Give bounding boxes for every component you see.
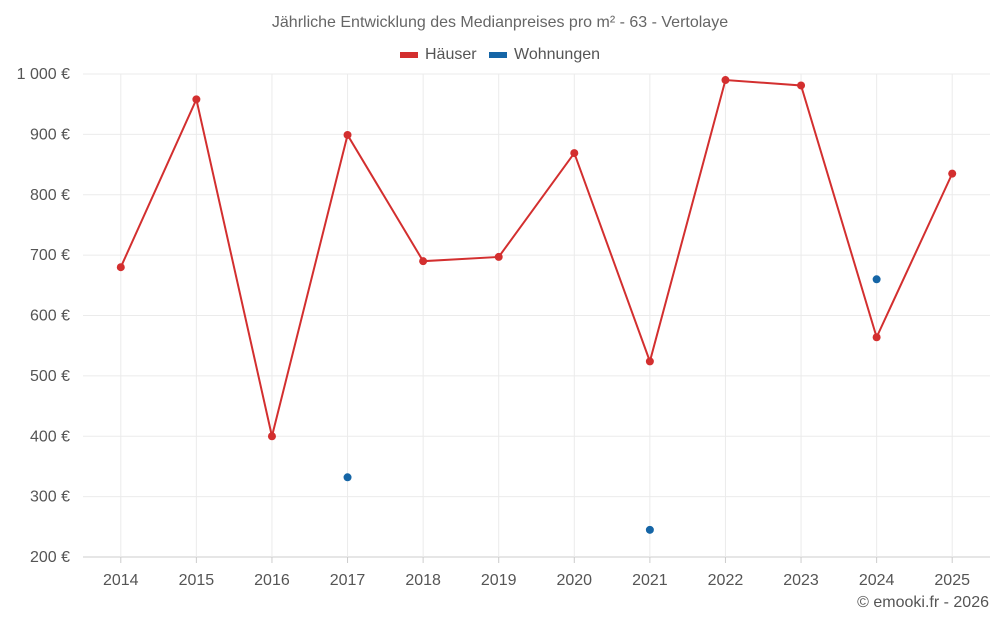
series-line-haeuser xyxy=(119,78,954,437)
x-tick-label: 2025 xyxy=(934,572,970,589)
x-tick-label: 2021 xyxy=(632,572,668,589)
legend-label-haeuser: Häuser xyxy=(424,46,477,63)
y-tick-label: 900 € xyxy=(30,126,70,143)
data-point-wohnungen[interactable] xyxy=(343,473,352,482)
x-tick-label: 2017 xyxy=(330,572,366,589)
data-point-haeuser[interactable] xyxy=(570,149,579,158)
y-tick-label: 500 € xyxy=(30,368,70,385)
y-tick-label: 700 € xyxy=(30,247,70,264)
legend-item-haeuser[interactable]: Häuser xyxy=(399,46,477,64)
data-point-haeuser[interactable] xyxy=(872,333,881,342)
data-point-haeuser[interactable] xyxy=(343,130,352,139)
legend-label-wohnungen: Wohnungen xyxy=(514,46,601,63)
copyright-credit: © emooki.fr - 2026 xyxy=(857,594,989,611)
data-point-haeuser[interactable] xyxy=(116,263,125,272)
y-tick-label: 300 € xyxy=(30,489,70,506)
data-point-wohnungen[interactable] xyxy=(645,525,654,534)
x-tick-label: 2022 xyxy=(708,572,744,589)
data-point-haeuser[interactable] xyxy=(419,257,428,266)
data-point-haeuser[interactable] xyxy=(797,81,806,90)
y-tick-label: 200 € xyxy=(30,549,70,566)
data-point-haeuser[interactable] xyxy=(267,432,276,441)
y-tick-label: 800 € xyxy=(30,187,70,204)
x-tick-label: 2024 xyxy=(859,572,895,589)
data-point-haeuser[interactable] xyxy=(494,252,503,261)
legend-swatch-haeuser xyxy=(399,52,418,58)
y-tick-label: 1 000 € xyxy=(17,66,70,83)
x-tick-label: 2019 xyxy=(481,572,517,589)
x-tick-label: 2018 xyxy=(405,572,441,589)
x-tick-label: 2015 xyxy=(179,572,215,589)
x-tick-label: 2014 xyxy=(103,572,139,589)
data-point-wohnungen[interactable] xyxy=(872,275,881,284)
chart-title: Jährliche Entwicklung des Medianpreises … xyxy=(271,14,729,31)
data-point-haeuser[interactable] xyxy=(645,357,654,366)
data-point-haeuser[interactable] xyxy=(192,95,201,104)
x-tick-label: 2023 xyxy=(783,572,819,589)
legend-swatch-wohnungen xyxy=(489,52,508,58)
x-tick-label: 2020 xyxy=(556,572,592,589)
legend: Häuser Wohnungen xyxy=(0,45,1000,64)
legend-item-wohnungen[interactable]: Wohnungen xyxy=(489,46,600,64)
data-point-haeuser[interactable] xyxy=(948,169,957,178)
y-tick-label: 600 € xyxy=(30,308,70,325)
y-tick-label: 400 € xyxy=(30,428,70,445)
x-tick-label: 2016 xyxy=(254,572,290,589)
data-point-haeuser[interactable] xyxy=(721,76,730,85)
